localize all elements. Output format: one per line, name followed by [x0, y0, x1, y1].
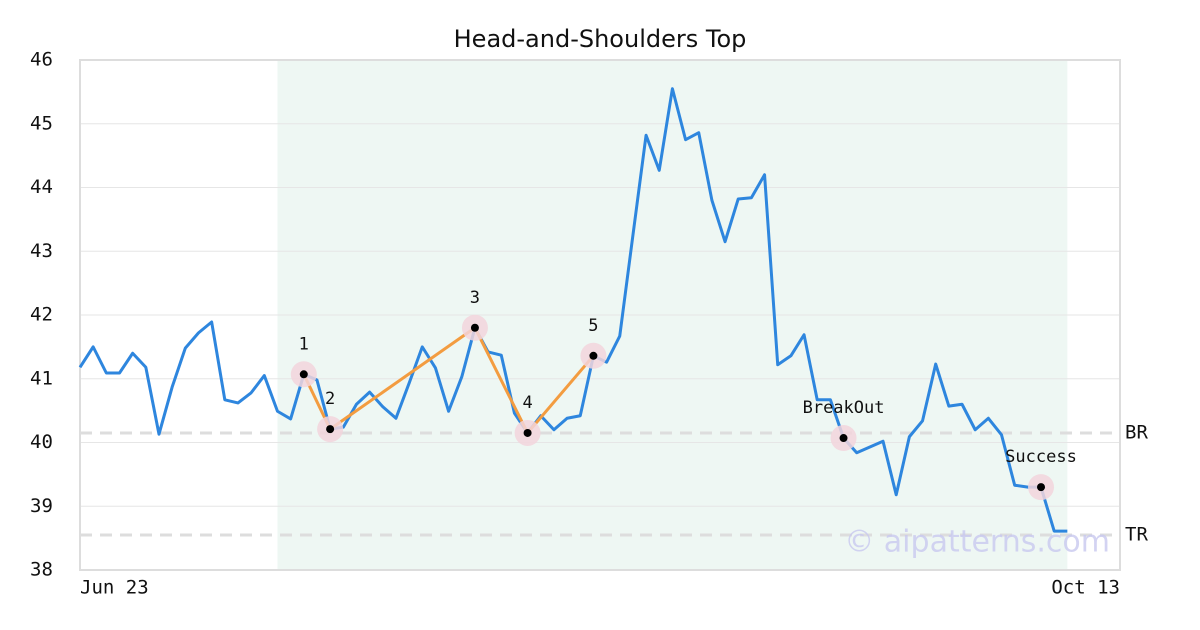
x-tick-label: Jun 23	[80, 577, 149, 599]
annotation: BreakOut	[803, 398, 885, 418]
plot-frame	[79, 59, 1121, 571]
pattern-point	[839, 434, 848, 443]
pattern-point	[1037, 483, 1046, 492]
reference-label: BR	[1125, 421, 1148, 443]
chart-title: Head-and-Shoulders Top	[454, 25, 747, 53]
annotation: Success	[1005, 447, 1077, 467]
y-tick-label: 45	[30, 112, 53, 134]
pattern-point	[470, 323, 479, 332]
pattern-point	[299, 370, 308, 379]
pattern-label: 1	[299, 334, 309, 354]
watermark: © aipatterns.com	[844, 524, 1110, 559]
price-line	[78, 87, 1068, 533]
y-tick-label: 42	[30, 304, 53, 326]
y-tick-label: 38	[30, 559, 53, 581]
pattern-label: 5	[588, 316, 598, 336]
y-tick-label: 40	[30, 431, 53, 453]
y-tick-label: 41	[30, 367, 53, 389]
pattern-point	[523, 428, 532, 437]
pattern-point	[589, 351, 598, 360]
reference-label: TR	[1125, 523, 1148, 545]
y-tick-label: 43	[30, 240, 53, 262]
y-tick-label: 39	[30, 495, 53, 517]
pattern-label: 2	[325, 389, 335, 409]
y-tick-label: 44	[30, 176, 53, 198]
pattern-label: 3	[470, 288, 480, 308]
y-tick-label: 46	[30, 49, 53, 71]
pattern-point	[326, 425, 335, 434]
pattern-label: 4	[522, 393, 532, 413]
x-tick-label: Oct 13	[1051, 577, 1120, 599]
